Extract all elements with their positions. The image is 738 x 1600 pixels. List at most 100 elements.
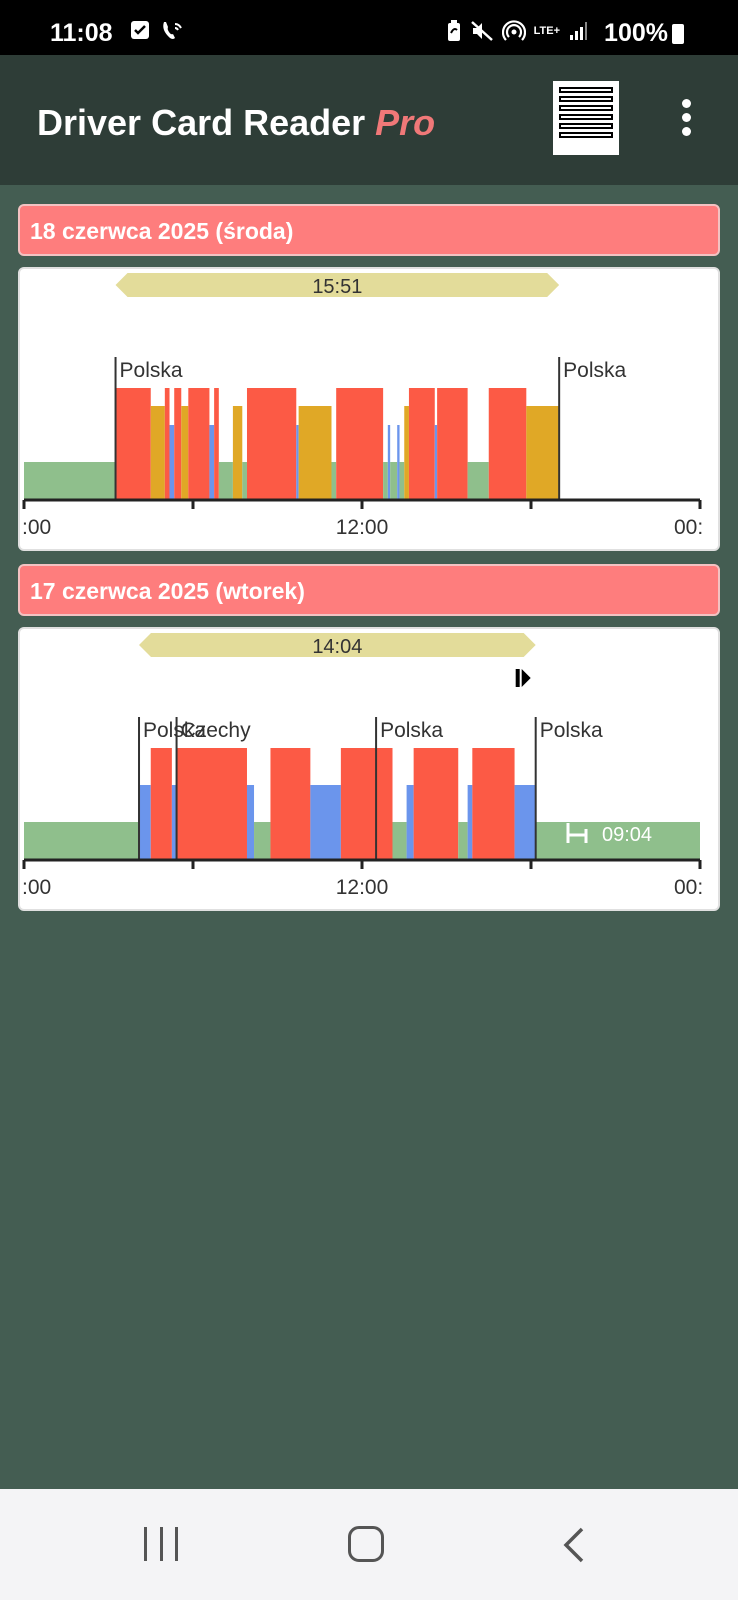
checkbox-notification-icon (131, 21, 149, 39)
axis-tick-label: 12:00 (336, 876, 389, 899)
activity-bar-driving (413, 748, 459, 860)
activity-bar-availability (397, 425, 400, 500)
activity-bar-driving (164, 388, 170, 500)
day-header-label: 18 czerwca 2025 (środa) (30, 218, 294, 244)
activity-bar-rest (254, 822, 271, 860)
app-title-pro: Pro (375, 102, 436, 143)
country-marker-label: Czechy (181, 719, 252, 742)
country-marker-label: Polska (143, 719, 206, 742)
activity-bar-rest (458, 822, 468, 860)
activity-bar-driving (150, 748, 172, 860)
app-bar: Driver Card Reader Pro (0, 55, 738, 185)
activity-bar-rest (24, 822, 140, 860)
system-nav-bar (0, 1489, 738, 1600)
work-span-bar (115, 273, 560, 297)
activity-bar-work (181, 406, 189, 500)
axis-tick-label: 00: (674, 516, 703, 539)
activity-bar-driving (488, 388, 527, 500)
activity-bar-work (150, 406, 165, 500)
activity-bar-work (526, 406, 560, 500)
battery-saver-icon (447, 20, 460, 41)
activity-bar-availability (467, 785, 473, 860)
wifi-call-icon (163, 22, 182, 39)
activity-bar-rest (390, 462, 398, 500)
activity-bar-rest (331, 462, 337, 500)
card-eject-icon-arrow (521, 669, 531, 687)
activity-bar-availability (246, 785, 255, 860)
lte-icon: LTE+ (533, 25, 560, 37)
day-header-1[interactable]: 18 czerwca 2025 (środa) (18, 204, 720, 256)
day-header-label: 17 czerwca 2025 (wtorek) (30, 578, 305, 604)
country-marker-label: Polska (540, 719, 603, 742)
activity-bar-rest (242, 462, 247, 500)
activity-bar-availability (310, 785, 341, 860)
activity-bar-rest (383, 462, 388, 500)
list-view-icon (559, 87, 613, 138)
activity-bar-availability (406, 785, 414, 860)
activity-bar-driving (340, 748, 393, 860)
activity-bar-availability (171, 785, 177, 860)
activity-bar-rest (392, 822, 407, 860)
activity-bar-availability (296, 425, 299, 500)
activity-bar-rest (24, 462, 116, 500)
activity-bar-availability (514, 785, 536, 860)
status-notification-icons (130, 20, 184, 42)
work-span-label: 15:51 (312, 276, 362, 298)
activity-bar-rest (535, 822, 700, 860)
home-icon[interactable] (348, 1526, 384, 1562)
battery-percentage: 100% (604, 19, 668, 47)
activity-bar-rest (218, 462, 233, 500)
rest-duration-label: 09:04 (602, 824, 652, 846)
day-header-2[interactable]: 17 czerwca 2025 (wtorek) (18, 564, 720, 616)
activity-bar-work (232, 406, 243, 500)
activity-bar-driving (115, 388, 151, 500)
app-title-main: Driver Card Reader (37, 102, 366, 143)
signal-icon (570, 22, 587, 40)
day-timeline-chart-1[interactable]: 15:51 Polska Polska :00 12:00 00: (18, 267, 720, 551)
country-marker-label: Polska (380, 719, 443, 742)
back-icon[interactable] (560, 1527, 590, 1563)
more-vert-icon[interactable] (676, 99, 696, 139)
activity-bar-driving (188, 388, 210, 500)
activity-bar-driving (472, 748, 515, 860)
activity-bar-work (298, 406, 332, 500)
list-view-button[interactable] (553, 81, 619, 155)
activity-bar-driving (408, 388, 435, 500)
activity-bar-availability (139, 785, 151, 860)
activity-bar-driving (270, 748, 311, 860)
country-marker-label: Polska (120, 359, 183, 382)
work-span-bar (139, 633, 536, 657)
activity-bar-driving (174, 388, 182, 500)
recents-icon[interactable] (144, 1527, 178, 1561)
status-bar: 11:08 LTE+ 100% (0, 0, 738, 55)
activity-bar-rest (399, 462, 405, 500)
hotspot-icon (501, 20, 526, 41)
mute-icon (470, 21, 493, 41)
axis-tick-label: 00: (674, 876, 703, 899)
activity-bar-availability (169, 425, 175, 500)
activity-bar-availability (434, 425, 438, 500)
activity-bar-rest (467, 462, 489, 500)
status-time: 11:08 (50, 19, 113, 47)
card-eject-icon (515, 669, 520, 687)
timeline-svg: 15:51 Polska Polska :00 12:00 00: (22, 273, 703, 539)
day-timeline-chart-2[interactable]: 14:04 Polska Czechy Polska Polska 09:04:00 12:… (18, 627, 720, 911)
axis-tick-label: 12:00 (336, 516, 389, 539)
activity-bar-driving (246, 388, 297, 500)
activity-bar-work (404, 406, 409, 500)
activity-bar-driving (437, 388, 468, 500)
work-span-label: 14:04 (312, 636, 362, 658)
axis-tick-label: :00 (22, 876, 51, 899)
activity-bar-driving (336, 388, 384, 500)
activity-bar-driving (214, 388, 219, 500)
app-title: Driver Card Reader Pro (37, 102, 435, 144)
activity-bar-availability (387, 425, 391, 500)
activity-bar-driving (176, 748, 247, 860)
battery-icon (672, 24, 684, 44)
country-marker-label: Polska (563, 359, 626, 382)
axis-tick-label: :00 (22, 516, 51, 539)
bed-icon (566, 823, 588, 843)
status-system-icons: LTE+ (446, 20, 588, 42)
activity-bar-availability (209, 425, 215, 500)
